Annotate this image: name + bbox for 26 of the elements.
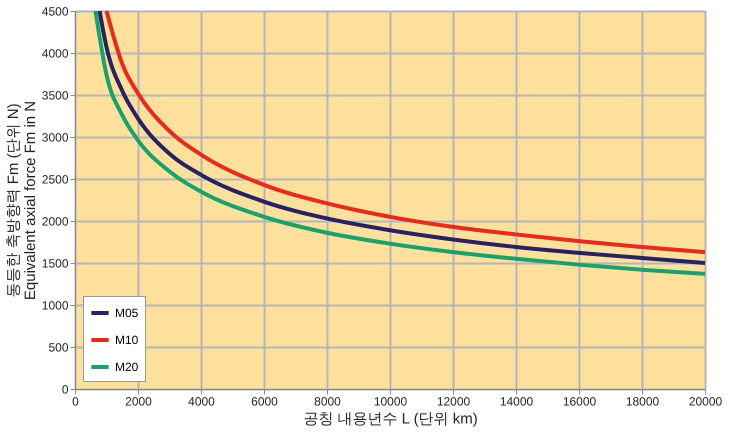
y-tick-label: 500 (48, 340, 69, 354)
x-tick-label: 8000 (314, 394, 342, 408)
x-tick-label: 0 (72, 394, 80, 408)
y-tick-label: 2500 (42, 172, 69, 186)
y-tick-label: 2000 (42, 214, 69, 228)
y-tick-label: 4500 (42, 4, 69, 18)
x-tick-label: 6000 (251, 394, 278, 408)
legend-label: M05 (115, 306, 139, 320)
x-tick-label: 2000 (125, 394, 152, 408)
y-tick-label: 1500 (42, 256, 69, 270)
legend-label: M20 (115, 360, 139, 374)
x-tick-label: 14000 (500, 394, 534, 408)
legend-label: M10 (115, 333, 139, 347)
x-tick-label: 20000 (688, 394, 723, 408)
x-tick-label: 16000 (562, 394, 597, 408)
y-tick-label: 3000 (42, 130, 69, 144)
x-axis-title: 공칭 내용년수 L (단위 km) (303, 410, 478, 428)
x-tick-label: 18000 (626, 394, 660, 408)
x-tick-label: 4000 (188, 394, 216, 408)
x-tick-label: 12000 (436, 394, 471, 408)
y-tick-label: 1000 (42, 298, 69, 312)
y-tick-label: 3500 (42, 88, 69, 102)
y-axis-title: 동등한 축방향력 Fm (단위 N) Equivalent axial force Fm in N (4, 100, 39, 300)
y-tick-label: 0 (62, 382, 69, 396)
y-tick-label: 4000 (42, 46, 69, 60)
x-tick-label: 10000 (374, 394, 408, 408)
